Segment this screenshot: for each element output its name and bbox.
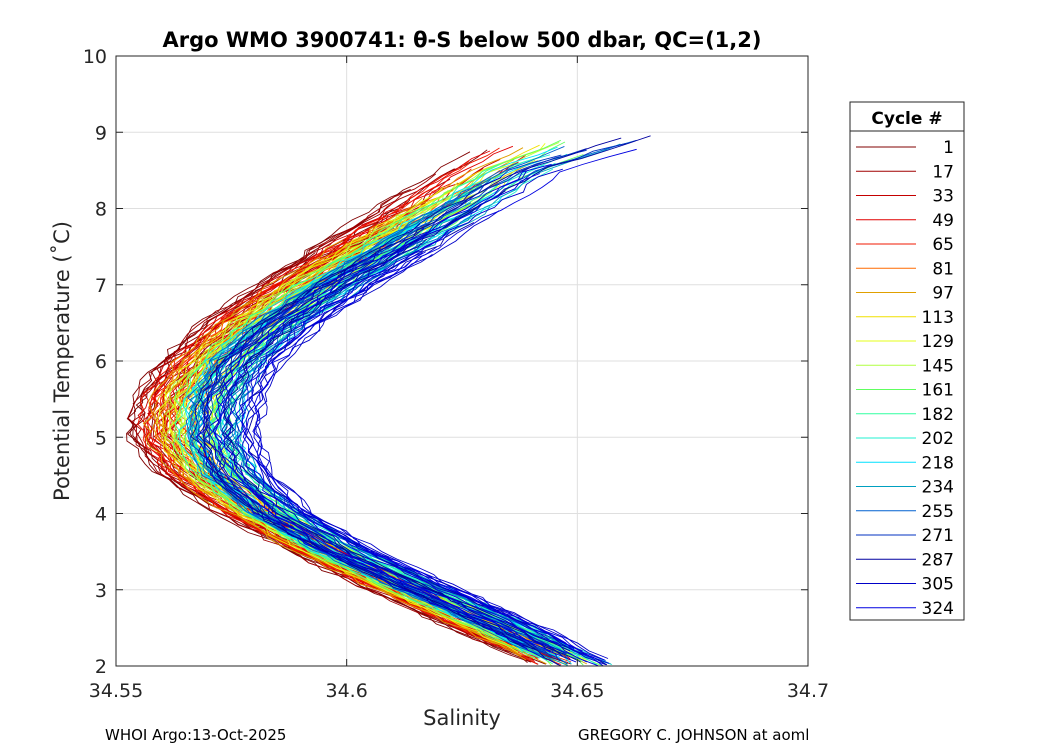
profile-line [252, 148, 637, 661]
profile-line [164, 207, 541, 659]
profile-line [127, 173, 512, 655]
legend-entry-label: 202 [922, 429, 954, 449]
y-tick-label: 4 [95, 504, 107, 526]
profile-line [225, 238, 571, 652]
legend-entry-label: 129 [922, 332, 954, 352]
profile-line [241, 230, 604, 667]
legend-entry-label: 81 [932, 259, 954, 279]
profile-line [172, 195, 555, 662]
legend-entry-label: 271 [922, 526, 954, 546]
y-tick-label: 7 [95, 275, 107, 297]
profile-line [230, 143, 621, 656]
y-axis-label: Potential Temperature (˚C) [50, 221, 74, 501]
chart-title: Argo WMO 3900741: θ-S below 500 dbar, QC… [163, 28, 762, 52]
y-axis-ticks: 2 3 4 5 6 7 8 9 10 [83, 46, 808, 678]
profile-line [212, 163, 552, 653]
profile-line [174, 163, 524, 653]
x-axis-ticks: 34.55 34.6 34.65 34.7 [89, 56, 829, 702]
profile-line [142, 240, 527, 661]
legend-entry-label: 49 [932, 211, 954, 231]
profile-line [172, 139, 561, 660]
x-tick-label: 34.6 [326, 680, 368, 702]
profile-line [195, 253, 545, 659]
footer-right: GREGORY C. JOHNSON at aoml [578, 726, 810, 744]
legend-entry-label: 113 [922, 308, 954, 328]
legend-entry-label: 97 [932, 284, 954, 304]
legend-entry-label: 182 [922, 405, 954, 425]
profile-line [245, 251, 610, 664]
legend-entry-label: 255 [922, 502, 954, 522]
y-tick-label: 5 [95, 427, 107, 449]
legend-entry-label: 287 [922, 550, 954, 570]
legend-entry-label: 65 [932, 235, 954, 255]
profile-line [212, 170, 552, 652]
x-tick-label: 34.55 [89, 680, 143, 702]
legend-entry-label: 17 [932, 162, 954, 182]
legend-entry-label: 234 [922, 478, 954, 498]
profile-line [197, 259, 528, 649]
y-tick-label: 3 [95, 580, 107, 602]
profile-lines [126, 135, 651, 667]
profile-line [239, 168, 607, 666]
profile-line [223, 173, 567, 655]
y-tick-label: 9 [95, 122, 107, 144]
profile-line [255, 254, 609, 659]
profile-line [190, 177, 561, 667]
profile-line [196, 154, 562, 659]
y-tick-label: 10 [83, 46, 107, 68]
y-tick-label: 6 [95, 351, 107, 373]
profile-line [255, 210, 606, 661]
legend-entry-label: 33 [932, 187, 954, 207]
legend-entry-label: 324 [922, 599, 954, 619]
profile-line [126, 188, 532, 663]
profile-line [203, 244, 534, 650]
legend-entry-label: 218 [922, 453, 954, 473]
x-tick-label: 34.7 [787, 680, 829, 702]
x-axis-label: Salinity [423, 706, 501, 730]
profile-line [235, 223, 599, 667]
legend-entry-label: 145 [922, 356, 954, 376]
profile-line [208, 227, 538, 648]
legend-entry-label: 1 [943, 138, 954, 158]
profile-line [159, 214, 519, 650]
profile-line [188, 179, 548, 661]
legend-box [849, 101, 965, 621]
profile-line [221, 190, 563, 657]
y-tick-label: 8 [95, 199, 107, 221]
legend: Cycle # 1 17 33 49 65 81 97 113 129 145 161 182 202 2… [849, 101, 965, 621]
legend-entry-label: 161 [922, 381, 954, 401]
legend-title: Cycle # [871, 109, 942, 129]
x-tick-label: 34.65 [550, 680, 604, 702]
legend-entry-label: 305 [922, 575, 954, 595]
footer-left: WHOI Argo:13-Oct-2025 [105, 726, 287, 744]
y-tick-label: 2 [95, 656, 107, 678]
